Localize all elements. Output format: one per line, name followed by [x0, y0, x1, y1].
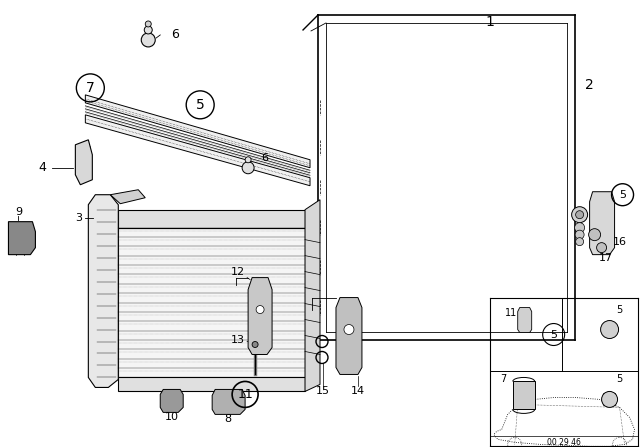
Text: 16: 16	[612, 237, 627, 247]
Text: 12: 12	[231, 267, 245, 276]
Polygon shape	[118, 228, 305, 378]
Text: 00 29 46: 00 29 46	[547, 438, 580, 447]
Text: 2: 2	[585, 78, 594, 92]
Circle shape	[572, 207, 588, 223]
Polygon shape	[305, 200, 320, 392]
Polygon shape	[8, 222, 35, 254]
Polygon shape	[110, 190, 145, 204]
Circle shape	[575, 237, 584, 246]
Text: 17: 17	[598, 253, 612, 263]
Polygon shape	[88, 195, 118, 388]
Text: 7: 7	[500, 375, 506, 384]
Text: 5: 5	[619, 190, 626, 200]
Polygon shape	[212, 389, 245, 414]
Text: 11: 11	[505, 307, 517, 318]
Polygon shape	[85, 115, 310, 186]
Circle shape	[252, 341, 258, 348]
Circle shape	[575, 230, 584, 239]
Text: 14: 14	[351, 387, 365, 396]
Polygon shape	[85, 95, 310, 168]
Text: 13: 13	[231, 335, 245, 345]
Circle shape	[344, 324, 354, 335]
Polygon shape	[518, 308, 532, 332]
Text: 7: 7	[86, 81, 95, 95]
Text: 11: 11	[237, 388, 253, 401]
Text: 3: 3	[75, 213, 82, 223]
Text: 5: 5	[616, 305, 623, 314]
Bar	[513, 381, 534, 409]
Text: 5: 5	[550, 330, 557, 340]
Text: 4: 4	[38, 161, 46, 174]
Circle shape	[602, 392, 618, 407]
Circle shape	[245, 157, 251, 163]
Circle shape	[589, 228, 600, 241]
Text: 8: 8	[225, 414, 232, 424]
Circle shape	[600, 320, 619, 339]
Text: 6: 6	[172, 29, 179, 42]
Circle shape	[145, 21, 151, 27]
Text: 9: 9	[15, 207, 22, 217]
Circle shape	[144, 26, 152, 34]
Circle shape	[575, 211, 584, 219]
Circle shape	[141, 33, 156, 47]
Text: 6: 6	[262, 153, 269, 163]
Polygon shape	[336, 297, 362, 375]
Text: 5: 5	[616, 375, 623, 384]
Polygon shape	[160, 389, 183, 413]
Circle shape	[596, 243, 607, 253]
Polygon shape	[76, 140, 92, 185]
Circle shape	[242, 162, 254, 174]
Polygon shape	[589, 192, 614, 254]
Text: 5: 5	[196, 98, 205, 112]
Text: 15: 15	[316, 387, 330, 396]
Polygon shape	[248, 278, 272, 354]
Polygon shape	[118, 210, 305, 228]
Circle shape	[256, 306, 264, 314]
Text: 10: 10	[165, 413, 179, 422]
Text: 1: 1	[485, 15, 494, 29]
Polygon shape	[118, 378, 305, 392]
Circle shape	[575, 223, 584, 233]
